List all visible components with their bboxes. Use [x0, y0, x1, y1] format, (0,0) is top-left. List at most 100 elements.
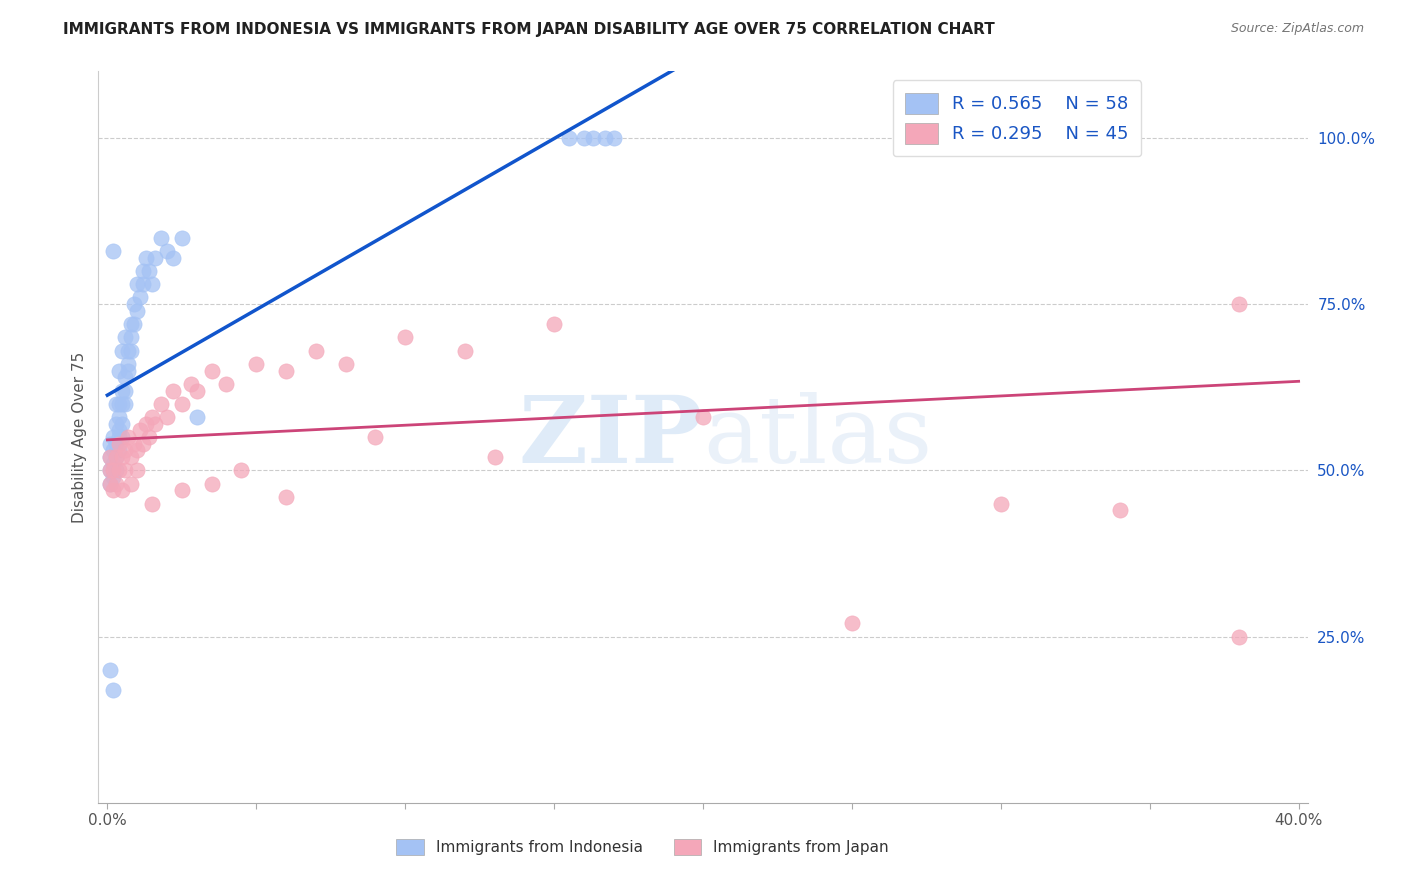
Point: [364, 430, 387, 444]
Point: [141, 410, 163, 425]
Point: [103, 682, 125, 697]
Point: [117, 430, 139, 444]
Point: [108, 363, 131, 377]
Point: [114, 370, 136, 384]
Point: [900, 131, 922, 145]
Point: [484, 450, 506, 464]
Point: [129, 290, 152, 304]
Point: [129, 424, 152, 438]
Point: [108, 424, 131, 438]
Point: [111, 483, 134, 498]
Point: [111, 417, 134, 431]
Text: atlas: atlas: [703, 392, 932, 482]
Point: [108, 397, 131, 411]
Point: [105, 397, 128, 411]
Point: [132, 436, 155, 450]
Point: [98, 450, 121, 464]
Point: [117, 357, 139, 371]
Point: [602, 131, 624, 145]
Point: [543, 317, 565, 331]
Point: [186, 410, 208, 425]
Point: [114, 443, 136, 458]
Point: [274, 363, 297, 377]
Point: [305, 343, 328, 358]
Point: [162, 251, 184, 265]
Point: [122, 297, 145, 311]
Point: [1049, 131, 1071, 145]
Point: [149, 230, 172, 244]
Point: [120, 476, 142, 491]
Point: [111, 397, 134, 411]
Text: ZIP: ZIP: [519, 392, 703, 482]
Point: [162, 384, 184, 398]
Point: [103, 443, 125, 458]
Point: [117, 363, 139, 377]
Point: [582, 131, 605, 145]
Point: [132, 264, 155, 278]
Point: [138, 430, 160, 444]
Point: [156, 410, 179, 425]
Point: [114, 397, 136, 411]
Point: [138, 264, 160, 278]
Point: [127, 443, 149, 458]
Point: [111, 384, 134, 398]
Point: [103, 430, 125, 444]
Point: [180, 376, 202, 391]
Point: [170, 230, 193, 244]
Point: [114, 463, 136, 477]
Point: [105, 436, 128, 450]
Point: [98, 476, 121, 491]
Point: [135, 417, 157, 431]
Point: [186, 384, 208, 398]
Point: [572, 131, 595, 145]
Point: [98, 436, 121, 450]
Point: [200, 476, 222, 491]
Y-axis label: Disability Age Over 75: Disability Age Over 75: [72, 351, 87, 523]
Point: [98, 463, 121, 477]
Point: [692, 410, 714, 425]
Point: [103, 244, 125, 258]
Point: [143, 417, 166, 431]
Point: [120, 343, 142, 358]
Point: [98, 450, 121, 464]
Point: [105, 476, 128, 491]
Point: [98, 463, 121, 477]
Point: [170, 397, 193, 411]
Point: [156, 244, 179, 258]
Legend: Immigrants from Indonesia, Immigrants from Japan: Immigrants from Indonesia, Immigrants fr…: [389, 833, 896, 861]
Text: IMMIGRANTS FROM INDONESIA VS IMMIGRANTS FROM JAPAN DISABILITY AGE OVER 75 CORREL: IMMIGRANTS FROM INDONESIA VS IMMIGRANTS …: [63, 22, 995, 37]
Point: [103, 463, 125, 477]
Point: [127, 277, 149, 292]
Point: [558, 131, 581, 145]
Point: [108, 443, 131, 458]
Point: [120, 317, 142, 331]
Point: [120, 450, 142, 464]
Point: [108, 430, 131, 444]
Point: [114, 330, 136, 344]
Point: [108, 463, 131, 477]
Point: [231, 463, 253, 477]
Point: [117, 343, 139, 358]
Point: [593, 131, 616, 145]
Point: [127, 463, 149, 477]
Point: [105, 450, 128, 464]
Point: [394, 330, 416, 344]
Point: [335, 357, 357, 371]
Point: [274, 490, 297, 504]
Point: [454, 343, 477, 358]
Point: [108, 410, 131, 425]
Point: [135, 251, 157, 265]
Point: [111, 343, 134, 358]
Point: [141, 497, 163, 511]
Text: Source: ZipAtlas.com: Source: ZipAtlas.com: [1230, 22, 1364, 36]
Point: [120, 330, 142, 344]
Point: [114, 384, 136, 398]
Point: [108, 436, 131, 450]
Point: [149, 397, 172, 411]
Point: [103, 483, 125, 498]
Point: [132, 277, 155, 292]
Point: [111, 450, 134, 464]
Point: [990, 497, 1012, 511]
Point: [105, 417, 128, 431]
Point: [170, 483, 193, 498]
